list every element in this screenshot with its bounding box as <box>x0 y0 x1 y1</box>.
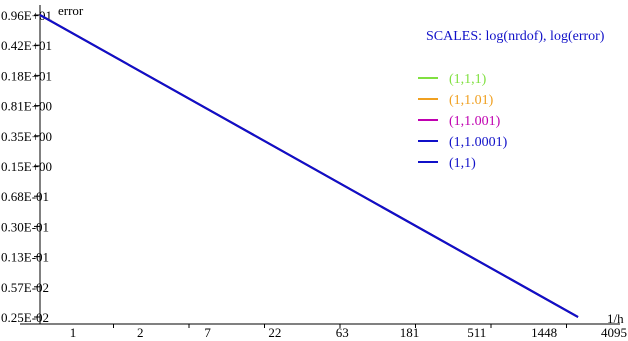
legend-label: (1,1) <box>449 156 476 171</box>
legend-label: (1,1.001) <box>449 114 501 129</box>
y-tick-label: 0.35E+00 <box>1 129 52 144</box>
x-tick-label: 1 <box>70 325 77 340</box>
y-axis-label: error <box>58 3 84 18</box>
scales-note: SCALES: log(nrdof), log(error) <box>426 29 605 44</box>
legend-label: (1,1.0001) <box>449 135 508 150</box>
legend: (1,1,1) (1,1.01) (1,1.001) (1,1.0001) (1,1) <box>418 72 508 171</box>
y-axis-ticks: 0.96E+01 0.42E+01 0.18E+01 0.81E+00 0.35E+00… <box>1 8 52 325</box>
y-tick-label: 0.57E-02 <box>1 280 49 295</box>
x-tick-label: 511 <box>467 325 486 340</box>
y-tick-label: 0.42E+01 <box>1 38 52 53</box>
x-axis-ticks: 1 2 7 22 63 181 511 1448 4095 <box>70 324 627 340</box>
x-tick-label: 7 <box>204 325 211 340</box>
series-lines <box>39 14 579 318</box>
y-tick-label: 0.68E-01 <box>1 189 49 204</box>
y-tick-label: 0.81E+00 <box>1 99 52 114</box>
y-tick-label: 0.96E+01 <box>1 8 52 23</box>
x-tick-label: 22 <box>268 325 281 340</box>
y-tick-label: 0.30E-01 <box>1 219 49 234</box>
series-line <box>39 14 579 318</box>
y-tick-label: 0.25E-02 <box>1 310 49 325</box>
y-tick-label: 0.15E+00 <box>1 159 52 174</box>
x-tick-label: 181 <box>400 325 420 340</box>
legend-label: (1,1.01) <box>449 93 494 108</box>
axes <box>20 5 620 325</box>
x-axis-label: 1/h <box>607 311 624 326</box>
y-tick-label: 0.13E-01 <box>1 250 49 265</box>
x-tick-label: 4095 <box>601 325 627 340</box>
x-tick-label: 2 <box>137 325 144 340</box>
x-tick-label: 1448 <box>531 325 557 340</box>
x-tick-label: 63 <box>336 325 349 340</box>
y-tick-label: 0.18E+01 <box>1 68 52 83</box>
legend-label: (1,1,1) <box>449 72 487 87</box>
